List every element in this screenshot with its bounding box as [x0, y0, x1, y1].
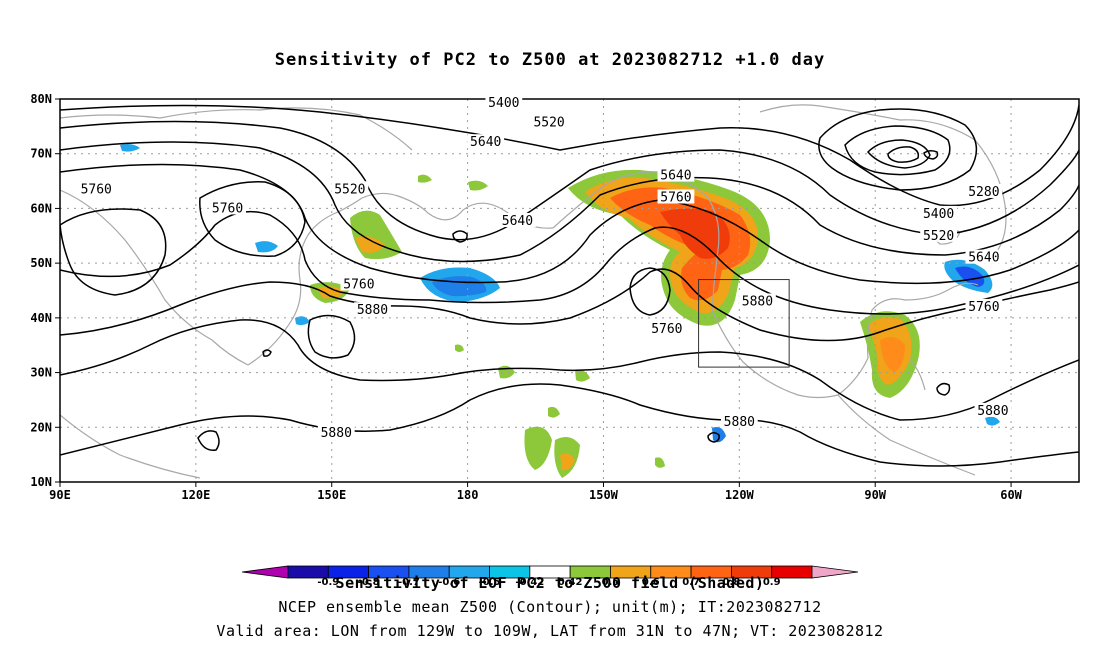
contour-label-bg: [467, 134, 505, 149]
contour-label-bg: [965, 298, 1003, 313]
contour-label-bg: [354, 302, 391, 317]
valid-area-box: [698, 279, 790, 368]
lon-tick-label: 90W: [864, 488, 886, 502]
colorbar-level-label: -0.6: [438, 577, 460, 588]
contour-label-bg: [965, 184, 1003, 199]
lat-tick-label: 50N: [30, 256, 52, 270]
contour-label: 5760: [651, 322, 682, 337]
lon-tick-label: 120W: [725, 488, 755, 502]
colorbar-level-label: 0.42: [558, 577, 583, 588]
contour-label-bg: [485, 94, 523, 109]
z500-contours: [60, 104, 1079, 467]
contour-label-bg: [657, 189, 695, 204]
contour-label: 5880: [742, 294, 773, 309]
contour-label: 5520: [334, 182, 365, 197]
contour-label: 5760: [212, 201, 243, 216]
lat-tick-label: 10N: [30, 475, 52, 489]
subtitle-line-1: NCEP ensemble mean Z500 (Contour); unit(…: [278, 598, 822, 616]
colorbar: -0.9 -0.8 -0.7 -0.6 -0.5 -0.42 0.42 0.5 0.6 0.7 0.…: [241, 565, 859, 588]
colorbar-level-label: 0.9: [763, 577, 781, 588]
chart-title: Sensitivity of PC2 to Z500 at 2023082712…: [274, 50, 826, 70]
lon-tick-label: 180: [457, 488, 479, 502]
colorbar-level-label: 0.6: [642, 577, 660, 588]
colorbar-level-label: -0.9: [317, 577, 339, 588]
contour-label-bg: [739, 293, 776, 308]
contour-label-bg: [499, 213, 536, 228]
contour-label-bg: [720, 413, 758, 428]
contour-label-bg: [530, 114, 568, 129]
lat-tick-label: 70N: [30, 147, 52, 161]
colorbar-level-label: 0.8: [723, 577, 741, 588]
lon-tick-label: 90E: [49, 488, 71, 502]
colorbar-level-label: -0.5: [479, 577, 501, 588]
lat-tick-label: 60N: [30, 201, 52, 215]
contour-label-bg: [920, 227, 958, 242]
contour-label: 5880: [357, 303, 388, 318]
contour-label-bg: [657, 167, 695, 182]
colorbar-label: Sensitivity of EOF PC2 to Z500 field (Sh…: [335, 574, 765, 592]
colorbar-level-label: -0.8: [358, 577, 380, 588]
contour-label: 5760: [81, 182, 112, 197]
contour-label-bg: [331, 181, 369, 196]
contour-label: 5760: [660, 190, 691, 205]
colorbar-high-extension: [811, 565, 859, 579]
contour-label-bg: [920, 205, 958, 220]
colorbar-level-label: 0.5: [602, 577, 620, 588]
lat-tick-label: 20N: [30, 420, 52, 434]
contour-label: 5640: [660, 169, 691, 184]
coastline: [60, 104, 1007, 479]
contour-label: 5880: [724, 415, 755, 430]
lat-tick-label: 30N: [30, 366, 52, 380]
contour-label-bg: [974, 402, 1012, 417]
contour-label-bg: [317, 424, 355, 439]
contour-label: 5640: [968, 251, 999, 266]
subtitle-line-2: Valid area: LON from 129W to 109W, LAT f…: [216, 622, 884, 640]
contour-label: 5520: [923, 229, 954, 244]
colorbar-level-label: -0.7: [398, 577, 420, 588]
contour-label: 5880: [321, 426, 352, 441]
lon-tick-label: 60W: [1000, 488, 1022, 502]
contour-label: 5760: [968, 300, 999, 315]
sensitivity-shading: [120, 144, 1000, 478]
contour-label: 5400: [488, 96, 519, 111]
contour-label: 5640: [502, 214, 533, 229]
contour-label-bg: [77, 181, 115, 196]
contour-label: 5400: [923, 207, 954, 222]
contour-label: 5520: [533, 116, 564, 131]
contour-labels: 5400 5520 5640 5760 5760 5520 5640 5640 5760 5760…: [77, 94, 1012, 441]
contour-label-bg: [965, 249, 1003, 264]
lon-tick-label: 150E: [317, 488, 346, 502]
contour-label: 5640: [470, 135, 501, 150]
colorbar-level-label: 0.7: [682, 577, 700, 588]
map-frame: [59, 98, 1080, 483]
contour-label: 5280: [968, 185, 999, 200]
colorbar-level-label: -0.42: [515, 577, 544, 588]
negative-sensitivity-area: [120, 144, 1000, 443]
contour-label-bg: [209, 200, 246, 215]
contour-label-bg: [340, 276, 378, 291]
contour-label: 5760: [343, 277, 374, 292]
lat-tick-label: 40N: [30, 311, 52, 325]
lon-tick-label: 150W: [589, 488, 619, 502]
lon-tick-label: 120E: [181, 488, 210, 502]
contour-label-bg: [648, 320, 686, 335]
lat-tick-label: 80N: [30, 92, 52, 106]
contour-label: 5880: [977, 404, 1008, 419]
